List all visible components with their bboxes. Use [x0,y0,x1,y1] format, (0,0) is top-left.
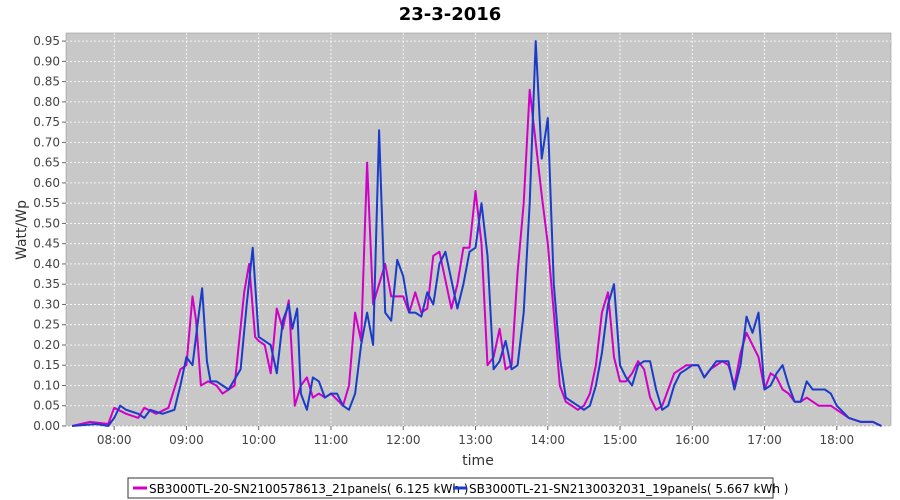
y-tick-label: 0.55 [33,196,60,210]
y-tick-label: 0.05 [33,399,60,413]
x-tick-label: 15:00 [603,433,638,447]
x-axis: 08:00 09:00 10:00 11:00 12:00 13:00 14:00 15:00… [97,426,854,447]
x-tick-label: 12:00 [386,433,421,447]
y-tick-label: 0.95 [33,34,60,48]
y-tick-label: 0.90 [33,54,60,68]
series-line-1 [71,40,882,427]
y-tick-label: 0.80 [33,95,60,109]
y-tick-label: 0.30 [33,297,60,311]
x-tick-label: 14:00 [530,433,565,447]
gridlines [66,33,891,427]
y-tick-label: 0.75 [33,115,60,129]
legend-box [127,477,774,499]
y-tick-label: 0.00 [33,419,60,433]
y-tick-label: 0.60 [33,176,60,190]
x-tick-label: 16:00 [675,433,710,447]
y-tick-label: 0.85 [33,75,60,89]
y-axis-label: Watt/Wp [14,200,30,260]
y-tick-label: 0.10 [33,378,60,392]
legend: SB3000TL-20-SN2100578613_21panels( 6.125… [127,477,788,499]
y-tick-label: 0.35 [33,277,60,291]
x-tick-label: 10:00 [241,433,276,447]
x-tick-label: 09:00 [169,433,204,447]
y-tick-label: 0.25 [33,318,60,332]
x-tick-label: 11:00 [314,433,349,447]
y-axis: 0.00 0.05 0.10 0.15 0.20 0.25 0.30 0.35 0.40 0.45… [33,34,66,433]
y-tick-label: 0.15 [33,358,60,372]
x-tick-label: 08:00 [97,433,132,447]
y-tick-label: 0.20 [33,338,60,352]
chart-title: 23-3-2016 [399,4,502,25]
x-tick-label: 17:00 [747,433,782,447]
y-tick-label: 0.65 [33,156,60,170]
x-tick-label: 18:00 [820,433,855,447]
x-axis-label: time [462,453,494,469]
y-tick-label: 0.50 [33,216,60,230]
legend-label-1: SB3000TL-21-SN2130032031_19panels( 5.667… [469,482,788,496]
x-tick-label: 13:00 [458,433,493,447]
y-tick-label: 0.70 [33,135,60,149]
legend-label-0: SB3000TL-20-SN2100578613_21panels( 6.125… [149,482,468,496]
y-tick-label: 0.40 [33,257,60,271]
y-tick-label: 0.45 [33,237,60,251]
series-lines [71,40,882,427]
